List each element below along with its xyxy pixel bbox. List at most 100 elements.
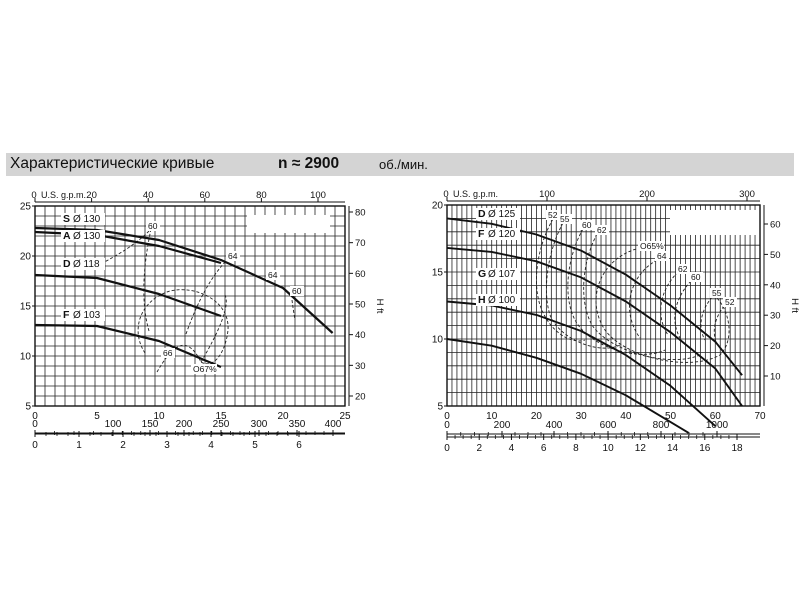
curve-letter: S xyxy=(63,213,70,225)
top-axis-label: U.S. g.p.m. xyxy=(41,190,86,200)
x-tick-label: 60 xyxy=(710,411,722,422)
y-tick-label: 5 xyxy=(437,402,443,413)
curve-diameter: Ø 130 xyxy=(73,231,101,242)
top-axis-tick-label: 300 xyxy=(739,189,755,200)
right-axis-tick-label: 10 xyxy=(770,372,781,383)
efficiency-label: 60 xyxy=(292,286,302,296)
efficiency-label-bg xyxy=(558,214,572,224)
blank-area xyxy=(247,215,330,233)
top-axis-tick-label: 80 xyxy=(256,190,267,201)
bottom-axis-3-tick-label: 6 xyxy=(541,443,547,454)
pump-curve-f xyxy=(34,323,222,369)
curve-label-bg xyxy=(61,309,105,321)
efficiency-label: 60 xyxy=(582,220,592,230)
efficiency-label: 62 xyxy=(597,225,607,235)
right-axis-tick-label: 60 xyxy=(355,269,366,280)
curve-letter: A xyxy=(63,230,71,242)
efficiency-label-bg xyxy=(595,225,609,235)
efficiency-curve xyxy=(137,289,229,365)
curve-label-bg xyxy=(476,208,520,220)
y-tick-label: 25 xyxy=(20,202,32,213)
right-axis-tick-label: 30 xyxy=(355,361,366,372)
x-tick-label: 30 xyxy=(576,411,588,422)
y-tick-label: 20 xyxy=(20,252,32,263)
bottom-axis-2-tick-label: 100 xyxy=(105,419,122,430)
bottom-axis-3-tick-label: 6 xyxy=(296,440,302,451)
top-axis-tick-label: 20 xyxy=(86,190,97,201)
bottom-axis-3-tick-label: 3 xyxy=(164,440,170,451)
efficiency-label: 62 xyxy=(678,264,688,274)
efficiency-label-bg xyxy=(161,348,175,358)
right-axis-label: H ft xyxy=(789,298,800,313)
efficiency-curve xyxy=(700,296,713,341)
efficiency-label: 66 xyxy=(163,348,173,358)
top-axis-tick-label: 0 xyxy=(31,190,36,201)
efficiency-label-bg xyxy=(689,272,703,282)
efficiency-label-bg xyxy=(723,297,737,307)
top-axis-tick-label: 0 xyxy=(443,189,448,200)
bottom-axis-2-tick-label: 0 xyxy=(444,420,450,431)
bottom-axis-2-tick-label: 300 xyxy=(251,419,268,430)
bottom-axis-2-tick-label: 150 xyxy=(142,419,159,430)
right-axis-tick-label: 20 xyxy=(770,341,781,352)
efficiency-curve xyxy=(545,222,621,349)
chart-title-bar: Характеристические кривые n ≈ 2900 об./м… xyxy=(6,153,794,176)
x-tick-label: 5 xyxy=(94,411,100,422)
efficiency-curve xyxy=(713,305,725,343)
efficiency-label-bg xyxy=(580,220,594,230)
bottom-axis-2-tick-label: 250 xyxy=(213,419,230,430)
right-axis-tick-label: 80 xyxy=(355,208,366,219)
curve-letter: D xyxy=(478,208,486,220)
efficiency-label-bg xyxy=(146,221,160,231)
efficiency-curve xyxy=(674,280,692,339)
x-tick-label: 25 xyxy=(339,411,351,422)
curve-diameter: Ø 118 xyxy=(73,259,100,270)
curve-label-bg xyxy=(476,268,520,280)
efficiency-curve xyxy=(583,233,701,361)
efficiency-label: 52 xyxy=(725,297,735,307)
efficiency-curve xyxy=(156,344,202,373)
efficiency-curve xyxy=(200,294,227,363)
efficiency-label-bg xyxy=(710,288,724,298)
pump-curve-h xyxy=(446,338,689,434)
rotation-speed: n ≈ 2900 xyxy=(278,155,340,172)
curve-label-bg xyxy=(61,258,105,270)
efficiency-label-bg xyxy=(655,251,669,261)
curve-letter: H xyxy=(478,294,486,306)
bottom-axis-2-tick-label: 600 xyxy=(600,420,617,431)
right-axis-tick-label: 30 xyxy=(770,311,781,322)
curve-letter: F xyxy=(478,228,485,240)
right-axis-tick-label: 40 xyxy=(355,330,366,341)
x-tick-label: 0 xyxy=(444,411,450,422)
x-tick-label: 0 xyxy=(32,411,38,422)
x-tick-label: 50 xyxy=(665,411,677,422)
efficiency-label-bg xyxy=(546,210,560,220)
y-tick-label: 20 xyxy=(432,201,444,212)
curve-diameter: Ø 125 xyxy=(488,209,516,220)
curve-label-bg xyxy=(476,228,520,240)
efficiency-label-bg xyxy=(226,251,240,261)
bottom-axis-3-tick-label: 14 xyxy=(667,443,679,454)
curve-diameter: Ø 100 xyxy=(488,295,516,306)
x-tick-label: 20 xyxy=(277,411,289,422)
efficiency-label: 60 xyxy=(691,272,701,282)
right-axis-tick-label: 60 xyxy=(770,220,781,231)
right-axis-tick-label: 50 xyxy=(770,250,781,261)
x-tick-label: 70 xyxy=(754,411,766,422)
bottom-axis-3-tick-label: 2 xyxy=(120,440,126,451)
blank-area xyxy=(670,210,760,235)
top-axis-tick-label: 40 xyxy=(143,190,154,201)
right-axis-tick-label: 40 xyxy=(770,280,781,291)
top-axis-tick-label: 200 xyxy=(639,189,655,200)
y-tick-label: 15 xyxy=(20,302,32,313)
curve-diameter: Ø 120 xyxy=(488,229,516,240)
efficiency-label: 64 xyxy=(268,270,278,280)
bottom-axis-3-tick-label: 16 xyxy=(699,443,711,454)
efficiency-curve xyxy=(595,248,730,363)
efficiency-label: 60 xyxy=(148,221,158,231)
x-tick-label: 15 xyxy=(215,411,227,422)
curve-label-bg xyxy=(476,294,520,306)
efficiency-label: 64 xyxy=(657,251,667,261)
efficiency-label: 55 xyxy=(712,288,722,298)
